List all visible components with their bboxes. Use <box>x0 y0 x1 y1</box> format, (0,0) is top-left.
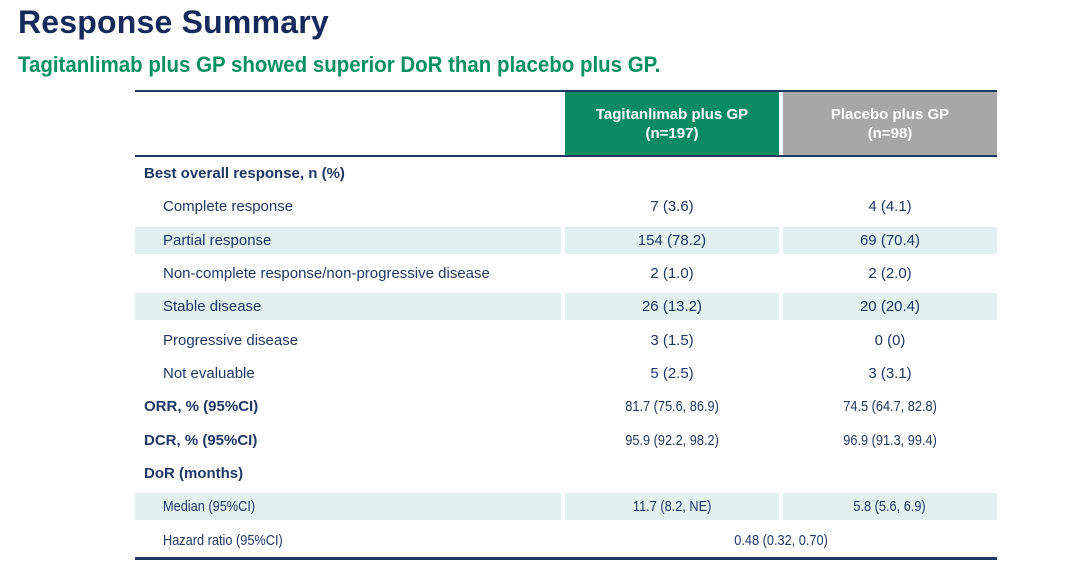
table-row-progressive-disease: Progressive disease 3 (1.5) 0 (0) <box>135 324 997 357</box>
value-cell: 20 (20.4) <box>783 293 997 321</box>
table-row-not-evaluable: Not evaluable 5 (2.5) 3 (3.1) <box>135 357 997 390</box>
value-cell <box>565 460 779 487</box>
table-row-non-complete-response: Non-complete response/non-progressive di… <box>135 257 997 290</box>
table-row-stable-disease: Stable disease 26 (13.2) 20 (20.4) <box>135 290 997 323</box>
value-cell: 2 (2.0) <box>783 260 997 287</box>
row-label-cell: DCR, % (95%CI) <box>135 427 561 454</box>
row-label: Not evaluable <box>163 365 255 383</box>
value-cell: 11.7 (8.2, NE) <box>565 493 779 521</box>
value-placebo: 0 (0) <box>874 331 906 349</box>
table-row-complete-response: Complete response 7 (3.6) 4 (4.1) <box>135 190 997 223</box>
value-cell-spanning: 0.48 (0.32, 0.70) <box>565 527 997 554</box>
value-cell <box>565 160 779 187</box>
value-placebo: 5.8 (5.6, 6.9) <box>853 498 927 516</box>
row-label-cell: Stable disease <box>135 293 561 321</box>
value-cell: 5.8 (5.6, 6.9) <box>783 493 997 521</box>
value-cell: 3 (3.1) <box>783 360 997 387</box>
table-row-median-dor: Median (95%CI) 11.7 (8.2, NE) 5.8 (5.6, … <box>135 490 997 523</box>
row-label-cell: ORR, % (95%CI) <box>135 393 561 420</box>
row-label: Progressive disease <box>163 331 299 349</box>
row-label: Best overall response, n (%) <box>144 165 345 183</box>
col-header-placebo: Placebo plus GP (n=98) <box>783 92 997 155</box>
value-tagitanlimab: 81.7 (75.6, 86.9) <box>625 398 719 416</box>
value-tagitanlimab: 11.7 (8.2, NE) <box>632 498 712 516</box>
value-cell: 5 (2.5) <box>565 360 779 387</box>
value-cell <box>783 460 997 487</box>
value-tagitanlimab: 5 (2.5) <box>650 365 694 383</box>
row-label-cell: Partial response <box>135 226 561 254</box>
table-bottom-rule <box>135 556 997 560</box>
col-header-line2: (n=197) <box>645 124 699 142</box>
row-label: Stable disease <box>163 298 262 316</box>
table-row-hazard-ratio: Hazard ratio (95%CI) 0.48 (0.32, 0.70) <box>135 524 997 557</box>
table-header-row: Tagitanlimab plus GP (n=197) Placebo plu… <box>135 92 997 155</box>
col-header-line2: (n=98) <box>867 124 913 142</box>
row-label: ORR, % (95%CI) <box>144 398 259 416</box>
row-label: Non-complete response/non-progressive di… <box>163 265 490 283</box>
value-placebo: 69 (70.4) <box>859 231 921 249</box>
page-title: Response Summary <box>18 4 329 40</box>
value-cell <box>783 160 997 187</box>
table-body: Best overall response, n (%) Complete re… <box>135 157 997 557</box>
table-row-dcr: DCR, % (95%CI) 95.9 (92.2, 98.2) 96.9 (9… <box>135 424 997 457</box>
value-placebo: 2 (2.0) <box>868 265 912 283</box>
header-label-cell <box>135 92 561 155</box>
value-cell: 26 (13.2) <box>565 293 779 321</box>
row-label: Complete response <box>163 198 294 216</box>
row-label-cell: Best overall response, n (%) <box>135 160 561 187</box>
value-tagitanlimab: 3 (1.5) <box>650 331 694 349</box>
row-label: DoR (months) <box>144 465 244 483</box>
row-label: Median (95%CI) <box>163 498 256 516</box>
col-header-line1: Tagitanlimab plus GP <box>595 105 749 123</box>
value-placebo: 74.5 (64.7, 82.8) <box>843 398 937 416</box>
row-label-cell: Hazard ratio (95%CI) <box>135 527 561 554</box>
value-tagitanlimab: 95.9 (92.2, 98.2) <box>625 431 719 449</box>
value-cell: 95.9 (92.2, 98.2) <box>565 427 779 454</box>
value-placebo: 20 (20.4) <box>859 298 921 316</box>
row-label-cell: Not evaluable <box>135 360 561 387</box>
col-header-tagitanlimab: Tagitanlimab plus GP (n=197) <box>565 92 779 155</box>
value-cell: 69 (70.4) <box>783 226 997 254</box>
value-cell: 7 (3.6) <box>565 193 779 220</box>
table-top-rule <box>135 90 997 92</box>
value-placebo: 3 (3.1) <box>868 365 912 383</box>
row-label: DCR, % (95%CI) <box>144 431 258 449</box>
value-cell: 81.7 (75.6, 86.9) <box>565 393 779 420</box>
row-label: Partial response <box>163 231 272 249</box>
value-tagitanlimab: 7 (3.6) <box>650 198 694 216</box>
row-label: Hazard ratio (95%CI) <box>163 531 283 549</box>
value-hazard-ratio: 0.48 (0.32, 0.70) <box>734 531 828 549</box>
value-cell: 4 (4.1) <box>783 193 997 220</box>
row-label-cell: Median (95%CI) <box>135 493 561 521</box>
value-placebo: 4 (4.1) <box>868 198 912 216</box>
slide-subtitle: Tagitanlimab plus GP showed superior DoR… <box>18 52 661 77</box>
value-cell: 3 (1.5) <box>565 327 779 354</box>
table-row-best-overall-response: Best overall response, n (%) <box>135 157 997 190</box>
value-tagitanlimab: 26 (13.2) <box>641 298 703 316</box>
table-row-partial-response: Partial response 154 (78.2) 69 (70.4) <box>135 224 997 257</box>
table-row-dor-section: DoR (months) <box>135 457 997 490</box>
value-cell: 2 (1.0) <box>565 260 779 287</box>
value-cell: 96.9 (91.3, 99.4) <box>783 427 997 454</box>
row-label-cell: Complete response <box>135 193 561 220</box>
row-label-cell: Progressive disease <box>135 327 561 354</box>
table-row-orr: ORR, % (95%CI) 81.7 (75.6, 86.9) 74.5 (6… <box>135 390 997 423</box>
value-cell: 74.5 (64.7, 82.8) <box>783 393 997 420</box>
value-tagitanlimab: 2 (1.0) <box>650 265 694 283</box>
row-label-cell: Non-complete response/non-progressive di… <box>135 260 561 287</box>
value-cell: 0 (0) <box>783 327 997 354</box>
value-tagitanlimab: 154 (78.2) <box>637 231 707 249</box>
col-header-line1: Placebo plus GP <box>830 105 950 123</box>
value-cell: 154 (78.2) <box>565 226 779 254</box>
header-bottom-rule <box>135 155 997 157</box>
value-placebo: 96.9 (91.3, 99.4) <box>843 431 937 449</box>
row-label-cell: DoR (months) <box>135 460 561 487</box>
response-summary-table: Tagitanlimab plus GP (n=197) Placebo plu… <box>135 90 997 560</box>
